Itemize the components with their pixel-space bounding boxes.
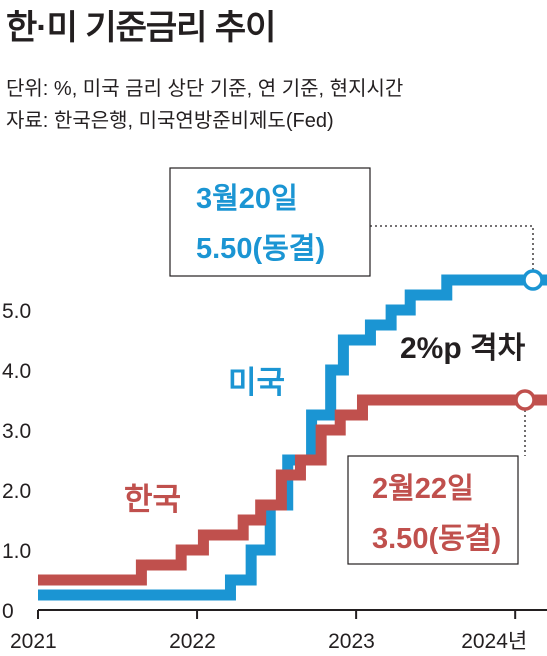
unit-note: 단위: %, 미국 금리 상단 기준, 연 기준, 현지시간 bbox=[6, 78, 404, 100]
kr-callout-line: 3.50(동결) bbox=[372, 522, 501, 555]
y-tick-label: 3.0 bbox=[2, 420, 31, 443]
source-note: 자료: 한국은행, 미국연방준비제도(Fed) bbox=[6, 110, 334, 132]
x-tick-label: 2022 bbox=[169, 630, 216, 653]
us-callout-line: 5.50(동결) bbox=[196, 232, 325, 265]
us-series-label: 미국 bbox=[228, 365, 285, 400]
us-callout-leader bbox=[370, 225, 534, 272]
kr-callout-line: 2월22일 bbox=[372, 472, 474, 505]
series-lines bbox=[38, 269, 547, 601]
y-tick-label: 1.0 bbox=[2, 540, 31, 563]
kr-end-marker bbox=[514, 389, 536, 411]
us-callout-line: 3월20일 bbox=[196, 182, 298, 215]
us-end-marker bbox=[522, 269, 544, 291]
y-tick-label: 5.0 bbox=[2, 300, 31, 323]
kr-rate-line bbox=[38, 394, 547, 586]
kr-series-label: 한국 bbox=[124, 482, 181, 517]
y-axis-ticks: 0 1.0 2.0 3.0 4.0 5.0 bbox=[2, 300, 31, 623]
y-tick-label: 4.0 bbox=[2, 360, 31, 383]
x-axis: 2021 2022 2023 2024년 bbox=[10, 609, 547, 653]
x-tick-label: 2021 bbox=[10, 630, 57, 653]
kr-callout-box bbox=[347, 455, 519, 565]
y-tick-label: 2.0 bbox=[2, 480, 31, 503]
us-rate-line bbox=[38, 274, 547, 601]
x-tick-label: 2023 bbox=[328, 630, 375, 653]
us-callout-box bbox=[169, 167, 371, 277]
y-tick-label: 0 bbox=[2, 600, 14, 623]
chart-title: 한·미 기준금리 추이 bbox=[6, 9, 276, 47]
gap-label: 2%p 격차 bbox=[400, 332, 526, 365]
x-tick-label: 2024년 bbox=[461, 630, 527, 653]
callouts: 3월20일 5.50(동결) 2월22일 3.50(동결) bbox=[169, 167, 534, 565]
